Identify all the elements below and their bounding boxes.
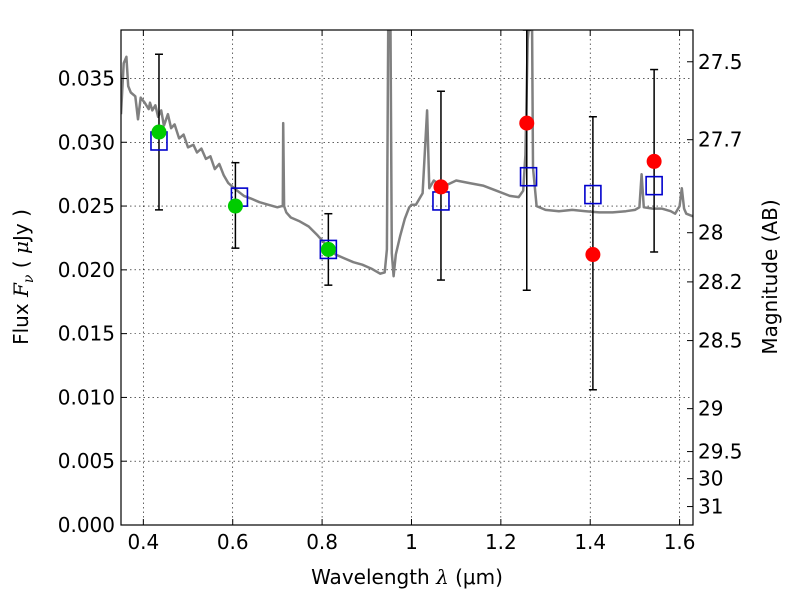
plot-area	[121, 30, 693, 391]
y2-axis-title: Magnitude (AB)	[758, 199, 782, 354]
x-tick-label: 1.6	[664, 530, 696, 554]
grid-lines	[121, 30, 693, 526]
model-flux-boxes	[150, 131, 663, 260]
plot-frame	[120, 29, 694, 526]
detection-point	[151, 124, 167, 140]
y2-tick-label: 27.7	[698, 128, 743, 152]
detection-point	[227, 198, 243, 214]
model-flux-box	[584, 184, 602, 205]
y2-tick-label: 30	[698, 467, 723, 491]
y-tick-label: 0.015	[58, 322, 115, 346]
y2-tick-label: 27.5	[698, 50, 743, 74]
x-tick-label: 1.2	[485, 530, 517, 554]
y2-tick-label: 29	[698, 397, 723, 421]
detection-point	[320, 241, 336, 257]
x-axis-title: Wavelength λ (μm)	[311, 565, 503, 589]
y-axis-title: Flux Fν ( μJy )	[9, 209, 37, 345]
y-tick-label: 0.005	[58, 449, 115, 473]
model-flux-box	[319, 239, 338, 260]
y-tick-label: 0.025	[58, 194, 115, 218]
y2-tick-label: 28.5	[698, 329, 743, 353]
x-tick-label: 0.8	[306, 530, 338, 554]
observed-flux-points	[151, 115, 662, 263]
x-tick-label: 1	[405, 530, 418, 554]
x-tick-label: 1.4	[574, 530, 606, 554]
y2-tick-label: 31	[698, 495, 723, 519]
y-tick-label: 0.020	[58, 258, 115, 282]
axis-ticks: 0.4 0.6 0.8 1 1.2 1.4 1.6 0.000 0.005 0.010 0.015 0…	[58, 30, 743, 554]
upper-limit-point	[433, 179, 449, 195]
x-tick-label: 0.6	[217, 530, 249, 554]
y2-tick-label: 28.2	[698, 270, 743, 294]
y-tick-label: 0.000	[58, 513, 115, 537]
x-tick-label: 0.4	[127, 530, 159, 554]
y-tick-label: 0.010	[58, 385, 115, 409]
model-flux-box	[519, 166, 538, 187]
plot-background	[121, 30, 693, 525]
y-tick-label: 0.030	[58, 130, 115, 154]
upper-limit-point	[646, 153, 662, 169]
error-bar	[522, 30, 531, 292]
template-spectrum-line	[121, 30, 693, 278]
upper-limit-point	[585, 247, 601, 263]
upper-limit-point	[519, 115, 535, 131]
model-flux-box	[645, 175, 663, 196]
y-tick-label: 0.035	[58, 66, 115, 90]
y2-tick-label: 28	[698, 221, 723, 245]
y2-tick-label: 29.5	[698, 440, 743, 464]
